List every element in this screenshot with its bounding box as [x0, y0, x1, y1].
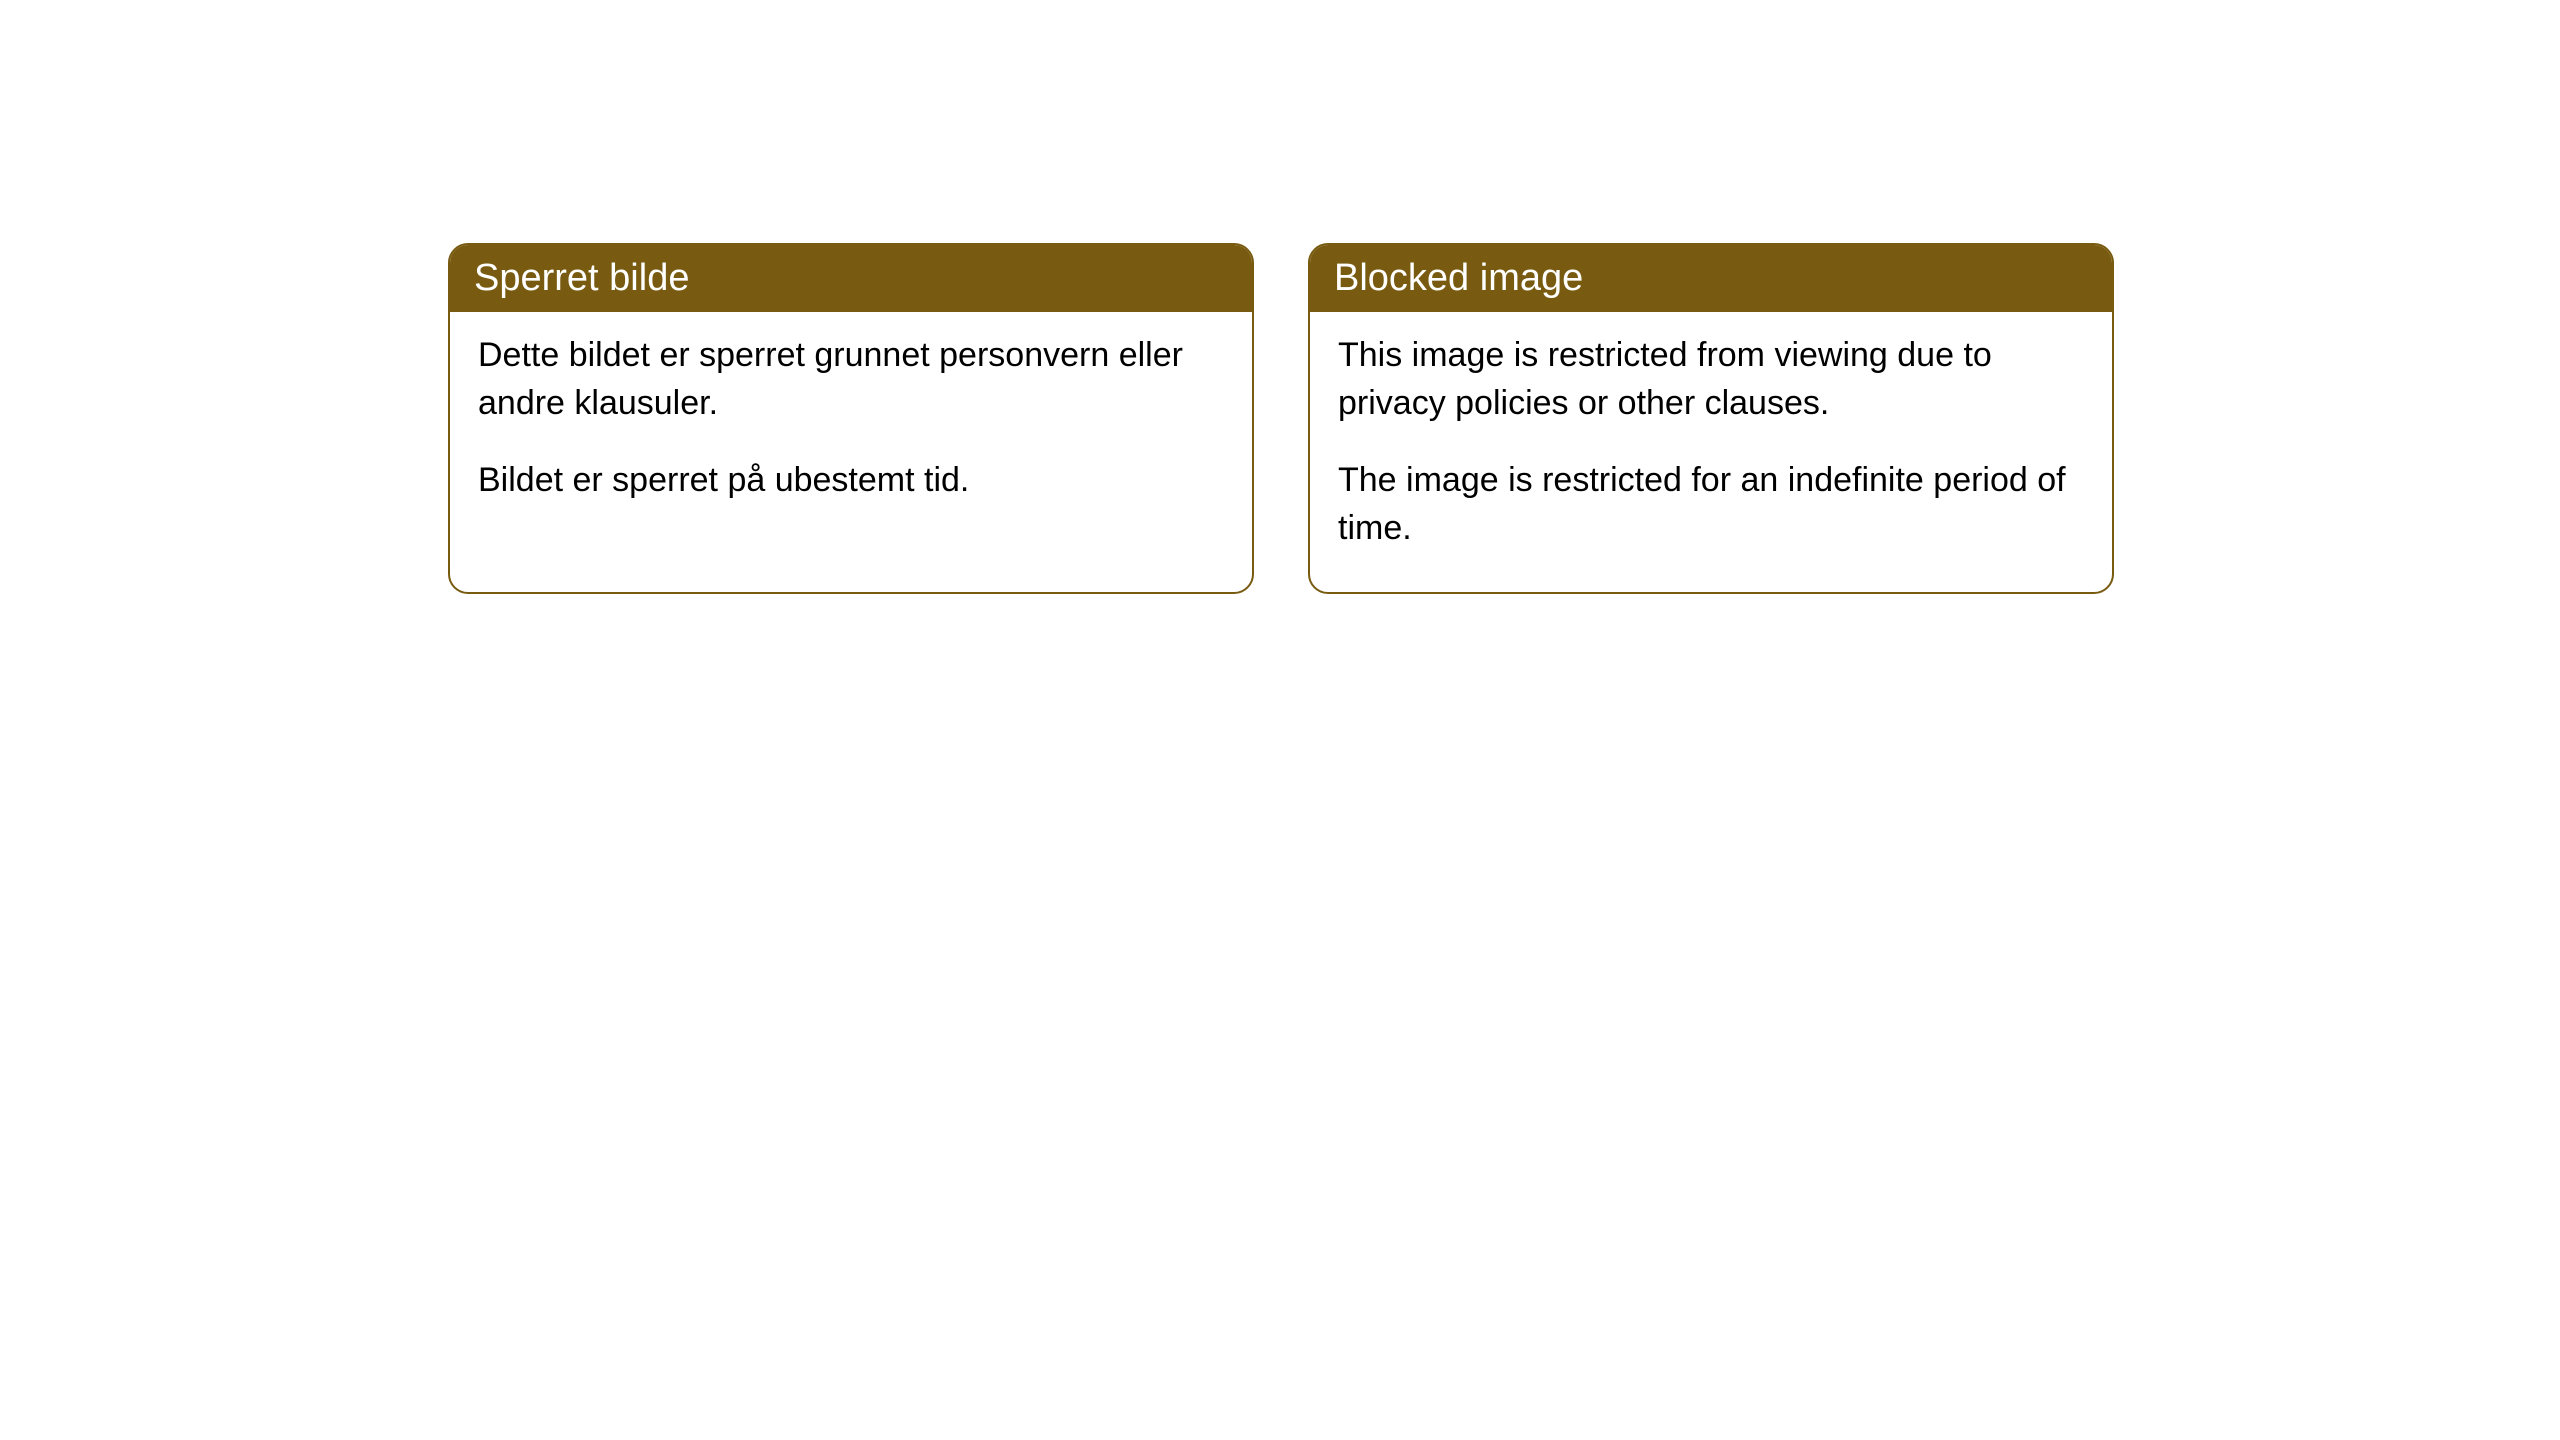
card-body-english: This image is restricted from viewing du… [1310, 312, 2112, 592]
notice-card-norwegian: Sperret bilde Dette bildet er sperret gr… [448, 243, 1254, 594]
card-title-english: Blocked image [1334, 257, 1583, 299]
card-header-english: Blocked image [1310, 245, 2112, 312]
card-body-norwegian: Dette bildet er sperret grunnet personve… [450, 312, 1252, 545]
card-title-norwegian: Sperret bilde [474, 257, 689, 299]
card-paragraph-2-norwegian: Bildet er sperret på ubestemt tid. [478, 457, 1224, 505]
card-paragraph-2-english: The image is restricted for an indefinit… [1338, 457, 2084, 552]
notice-card-english: Blocked image This image is restricted f… [1308, 243, 2114, 594]
card-paragraph-1-norwegian: Dette bildet er sperret grunnet personve… [478, 332, 1224, 427]
notice-cards-container: Sperret bilde Dette bildet er sperret gr… [448, 243, 2114, 594]
card-header-norwegian: Sperret bilde [450, 245, 1252, 312]
card-paragraph-1-english: This image is restricted from viewing du… [1338, 332, 2084, 427]
